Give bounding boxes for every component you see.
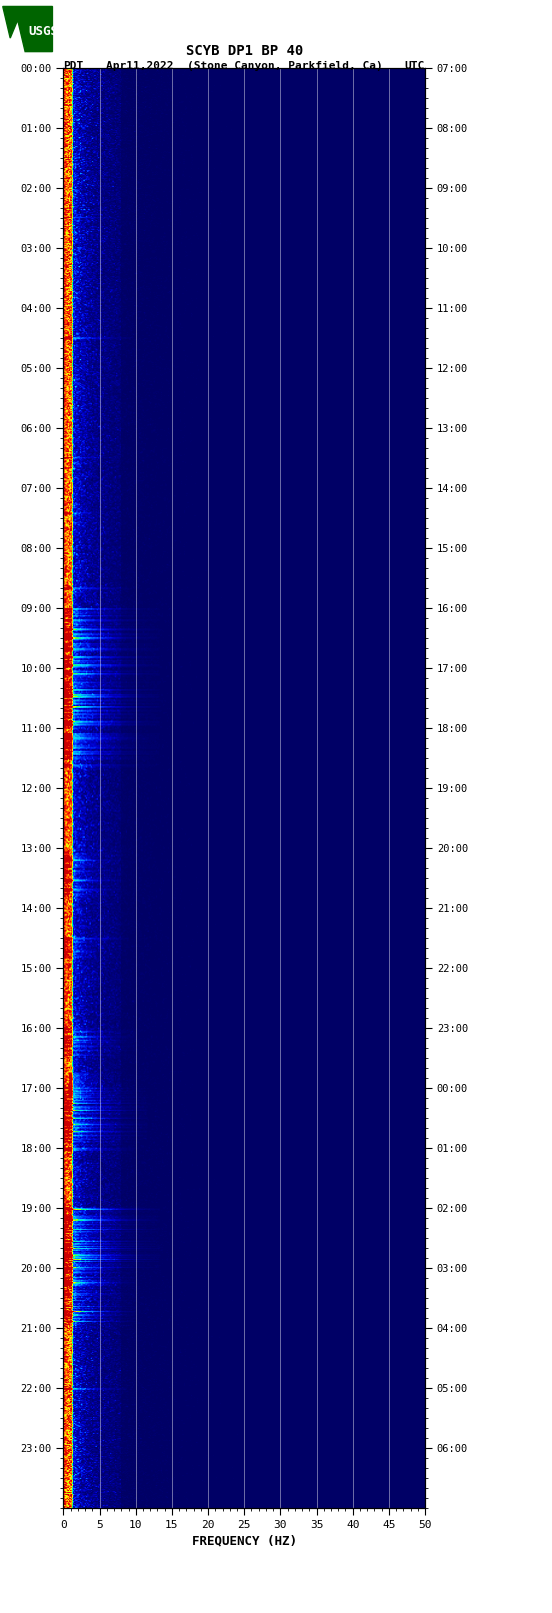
Text: SCYB DP1 BP 40: SCYB DP1 BP 40 [185, 44, 303, 58]
X-axis label: FREQUENCY (HZ): FREQUENCY (HZ) [192, 1534, 297, 1547]
Text: USGS: USGS [29, 24, 59, 37]
Text: UTC: UTC [405, 61, 425, 71]
Polygon shape [3, 6, 52, 52]
Text: PDT: PDT [63, 61, 84, 71]
Text: Apr11,2022  (Stone Canyon, Parkfield, Ca): Apr11,2022 (Stone Canyon, Parkfield, Ca) [106, 61, 383, 71]
